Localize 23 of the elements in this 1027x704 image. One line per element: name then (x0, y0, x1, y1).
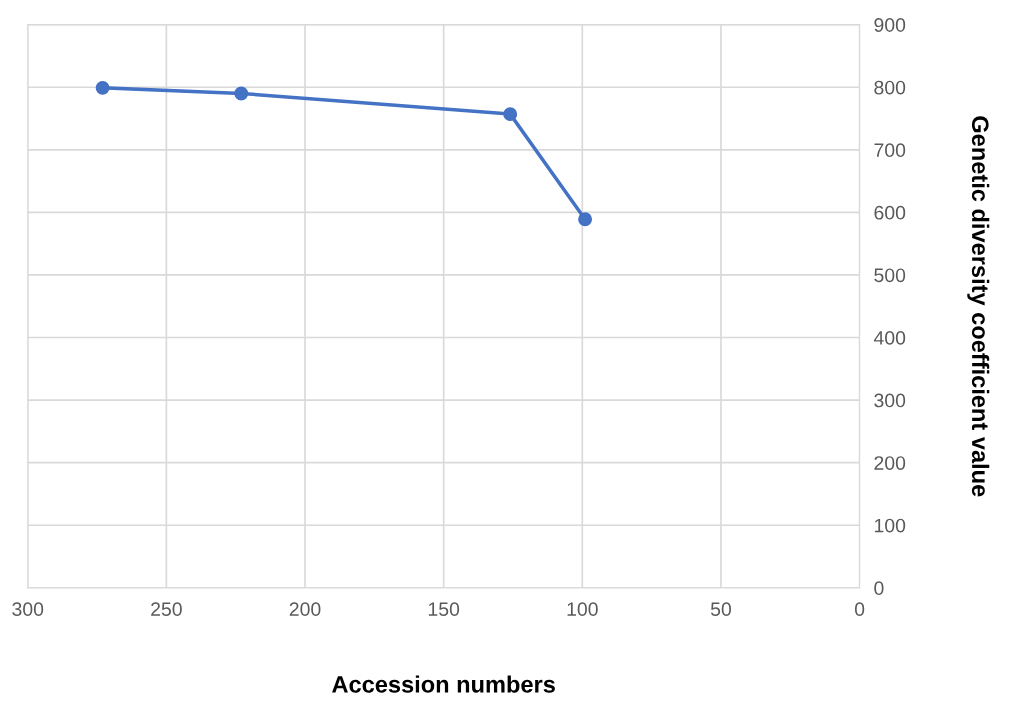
point (503, 107, 518, 122)
x-tick-label: 50 (710, 602, 732, 617)
y2-tick-label: 0 (874, 581, 884, 596)
x-tick-label: 0 (854, 602, 865, 617)
x-tick-label: 150 (428, 602, 460, 617)
y2-tick-label: 900 (874, 18, 906, 32)
y2-tick-label: 800 (874, 80, 906, 95)
y2-tick-label: 300 (874, 393, 906, 408)
x-axis-title: Accession numbers (332, 675, 555, 693)
x-tick-label: 100 (567, 602, 598, 617)
point (95, 80, 110, 95)
y2-tick-label: 500 (874, 268, 906, 283)
x-tick-label: 250 (151, 602, 182, 617)
y2-tick-label: 600 (874, 205, 906, 220)
y2-tick-label: 100 (874, 518, 906, 533)
x-tick-label: 300 (12, 602, 44, 617)
y2-tick-label: 200 (874, 456, 906, 470)
point (578, 212, 593, 227)
x-tick-label: 200 (289, 602, 321, 617)
y2-axis-title: Genetic diversity coefficient value (967, 116, 990, 497)
point (234, 86, 249, 101)
y2-tick-label: 700 (874, 143, 906, 158)
y2-tick-label: 400 (873, 331, 906, 345)
